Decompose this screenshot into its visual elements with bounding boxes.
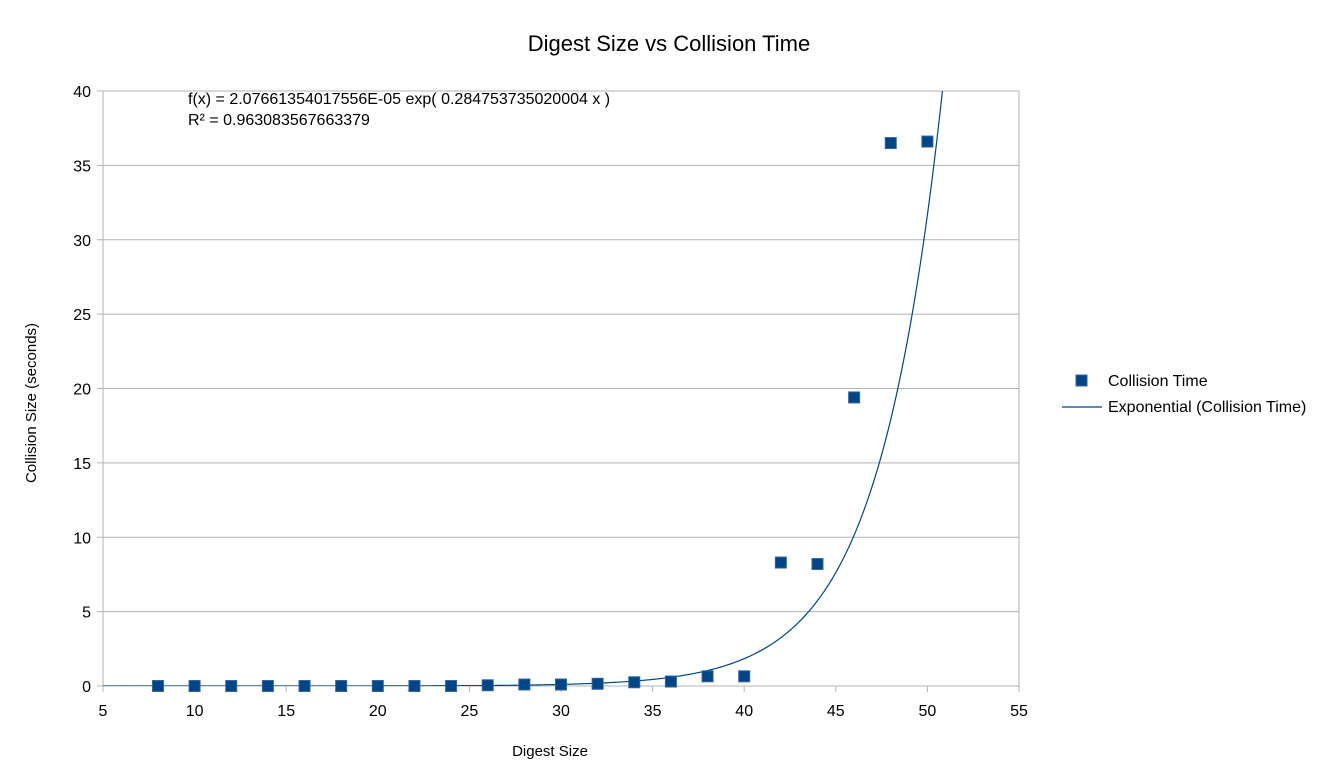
y-tick-label-20: 20: [73, 382, 91, 399]
x-tick-label-35: 35: [644, 703, 662, 720]
x-tick-label-20: 20: [369, 703, 387, 720]
y-tick-label-40: 40: [73, 84, 91, 101]
x-tick-label-45: 45: [827, 703, 845, 720]
data-point: [225, 680, 238, 692]
y-tick-label-10: 10: [73, 530, 91, 547]
data-point: [261, 680, 274, 692]
x-tick-label-10: 10: [186, 703, 204, 720]
x-tick-label-25: 25: [461, 703, 479, 720]
r-squared-label: R² = 0.963083567663379: [188, 112, 370, 129]
data-point: [628, 676, 641, 689]
data-point: [701, 670, 714, 683]
trendline-equation: f(x) = 2.07661354017556E-05 exp( 0.28475…: [188, 91, 610, 108]
y-tick-label-15: 15: [73, 456, 91, 473]
y-axis-title: Collision Size (seconds): [23, 323, 40, 483]
x-tick-label-40: 40: [735, 703, 753, 720]
data-point: [408, 680, 421, 692]
x-tick-label-30: 30: [552, 703, 570, 720]
axis-ticks: [97, 90, 1020, 692]
data-points: [151, 135, 934, 692]
legend-label-collision-time: Collision Time: [1108, 373, 1208, 390]
data-point: [591, 677, 604, 690]
data-point: [774, 556, 787, 569]
data-point: [371, 680, 384, 692]
data-point: [811, 558, 824, 571]
gridlines: [103, 164, 1019, 613]
x-axis-title: Digest Size: [512, 743, 588, 760]
data-point: [738, 670, 751, 683]
legend-marker-square: [1075, 374, 1088, 387]
x-tick-label-5: 5: [99, 703, 108, 720]
y-tick-label-35: 35: [73, 158, 91, 175]
data-point: [445, 680, 458, 692]
x-tick-label-55: 55: [1010, 703, 1028, 720]
data-point: [335, 680, 348, 692]
data-point: [481, 679, 494, 692]
legend-label-exponential: Exponential (Collision Time): [1108, 399, 1306, 416]
data-point: [518, 678, 531, 691]
data-point: [151, 680, 164, 692]
y-tick-label-30: 30: [73, 233, 91, 250]
y-tick-label-0: 0: [82, 679, 91, 696]
data-point: [664, 675, 677, 688]
y-tick-label-5: 5: [82, 605, 91, 622]
data-point: [921, 135, 934, 148]
x-axis-tick-labels: 5 10 15 20 25 30 35 40 45 50 55: [99, 703, 1028, 720]
x-tick-label-15: 15: [277, 703, 295, 720]
data-point: [884, 137, 897, 150]
data-point: [298, 680, 311, 692]
x-tick-label-50: 50: [919, 703, 937, 720]
data-point: [555, 678, 567, 691]
data-point: [188, 680, 201, 692]
legend: Collision Time Exponential (Collision Ti…: [1062, 373, 1306, 416]
chart-title: Digest Size vs Collision Time: [528, 31, 810, 56]
y-tick-label-25: 25: [73, 307, 91, 324]
data-point: [848, 391, 861, 404]
y-axis-tick-labels: 0 5 10 15 20 25 30 35 40: [73, 84, 91, 696]
